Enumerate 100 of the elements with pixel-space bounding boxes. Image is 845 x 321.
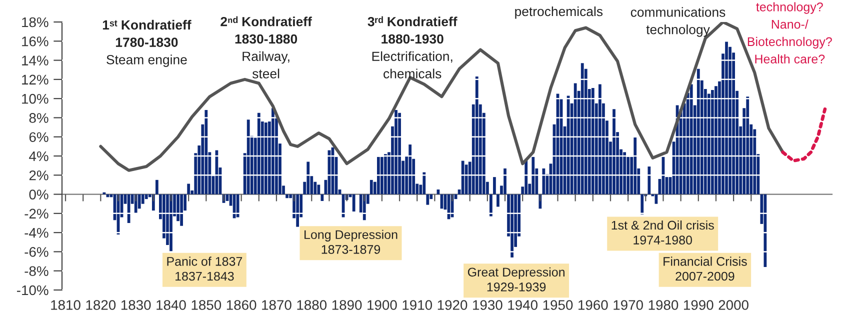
bar — [696, 68, 700, 194]
bar — [538, 194, 542, 209]
bar — [155, 180, 158, 194]
x-tick-label: 1830 — [121, 300, 151, 310]
bar — [461, 160, 464, 194]
bar — [746, 96, 750, 194]
x-tick-label: 1980 — [648, 300, 678, 310]
bar — [612, 109, 616, 194]
bar — [422, 172, 426, 194]
y-tick-label: 8% — [29, 113, 48, 123]
bar — [490, 194, 492, 216]
x-tick-label: 1850 — [192, 300, 222, 310]
annotation: technology? Nano-/ Biotechnology? Health care? — [748, 2, 832, 64]
y-tick-label: 0% — [29, 190, 48, 200]
x-tick-label: 1960 — [578, 300, 608, 310]
line-series — [781, 107, 827, 162]
annotation: 1st & 2nd Oil crisis 1974-1980 — [612, 220, 714, 244]
x-tick-label: 1920 — [438, 300, 468, 310]
bar — [204, 110, 208, 194]
y-tick-label: -4% — [24, 228, 48, 238]
bar — [180, 194, 183, 226]
bar — [170, 194, 172, 252]
text: petrochemicals — [515, 6, 603, 19]
x-tick-label: 1950 — [543, 300, 573, 310]
x-tick-label: 1990 — [684, 300, 714, 310]
bar — [187, 184, 190, 194]
annotation: Long Depression 1873-1879 — [304, 230, 398, 254]
y-tick-label: 18% — [22, 17, 48, 28]
bar — [286, 194, 288, 198]
bar — [524, 158, 528, 194]
bar — [384, 154, 387, 194]
bar — [690, 84, 693, 194]
bar — [317, 184, 320, 194]
x-tick-label: 1900 — [368, 300, 397, 310]
bar — [598, 84, 602, 194]
x-tick-label: 1820 — [86, 300, 116, 310]
bar — [532, 156, 535, 194]
bar — [426, 194, 430, 205]
y-tick-label: 12% — [22, 74, 48, 85]
x-tick-label: 2000 — [718, 300, 748, 310]
y-tick-label: 4% — [29, 151, 48, 162]
bar — [257, 112, 260, 194]
bar — [362, 194, 366, 220]
bar — [272, 108, 274, 194]
x-tick-label: 1810 — [51, 300, 80, 310]
x-tick-label: 1870 — [262, 300, 292, 310]
y-tick-label: -2% — [24, 208, 48, 219]
bar — [138, 194, 141, 209]
bar — [352, 194, 356, 212]
bar — [296, 194, 300, 227]
bar — [320, 194, 324, 201]
bar — [711, 90, 714, 194]
annotation: Financial Crisis 2007-2009 — [664, 256, 747, 281]
bar — [246, 120, 250, 194]
annotation: communications technology — [630, 7, 726, 37]
bar — [510, 194, 514, 258]
y-tick-label: -8% — [24, 266, 48, 276]
bar — [464, 164, 468, 194]
x-tick-label: 1970 — [614, 300, 643, 310]
bar — [306, 162, 310, 194]
bar — [634, 136, 637, 194]
x-tick-label: 1860 — [226, 300, 256, 310]
bar — [408, 144, 412, 194]
y-tick-label: 2% — [29, 170, 48, 180]
y-tick-label: 16% — [22, 36, 48, 46]
annotation: 2ⁿᵈ Kondratieff 1830-1880 Railway, steel — [220, 16, 312, 78]
bar — [152, 194, 155, 211]
y-tick-label: -6% — [24, 247, 48, 257]
x-tick-label: 1940 — [508, 300, 538, 310]
bar — [493, 177, 496, 194]
bar — [542, 168, 546, 194]
bar — [580, 63, 584, 194]
bar — [370, 180, 373, 194]
bar — [380, 156, 384, 194]
y-tick-label: 6% — [29, 132, 48, 142]
y-tick-label: 10% — [22, 94, 48, 104]
x-tick-label: 1840 — [156, 300, 186, 310]
bar — [504, 168, 506, 194]
bar — [591, 88, 594, 194]
y-tick-label: 14% — [22, 56, 48, 66]
bar — [264, 122, 268, 194]
bar — [623, 152, 626, 194]
bar — [134, 194, 138, 214]
bar — [496, 194, 500, 207]
bar — [574, 83, 577, 194]
bar — [475, 76, 478, 194]
annotation: Great Depression 1929-1939 — [468, 267, 564, 292]
x-tick-label: 1880 — [297, 300, 327, 310]
bar — [648, 166, 651, 194]
x-tick-label: 1930 — [473, 300, 502, 310]
bar — [376, 156, 380, 194]
x-tick-label: 1910 — [402, 300, 432, 310]
bar — [398, 112, 401, 194]
bar — [640, 194, 644, 214]
annotation: 3ʳᵈ Kondratieff 1880-1930 Electrification, chemicals — [368, 16, 458, 78]
bar — [394, 110, 398, 194]
annotation: 1ˢᵗ Kondratieff 1780-1830 Steam engine — [102, 20, 192, 67]
annotation: Panic of 1837 1837-1843 — [167, 256, 242, 281]
x-tick-label: 1890 — [332, 300, 362, 310]
y-tick-label: -10% — [17, 285, 48, 296]
